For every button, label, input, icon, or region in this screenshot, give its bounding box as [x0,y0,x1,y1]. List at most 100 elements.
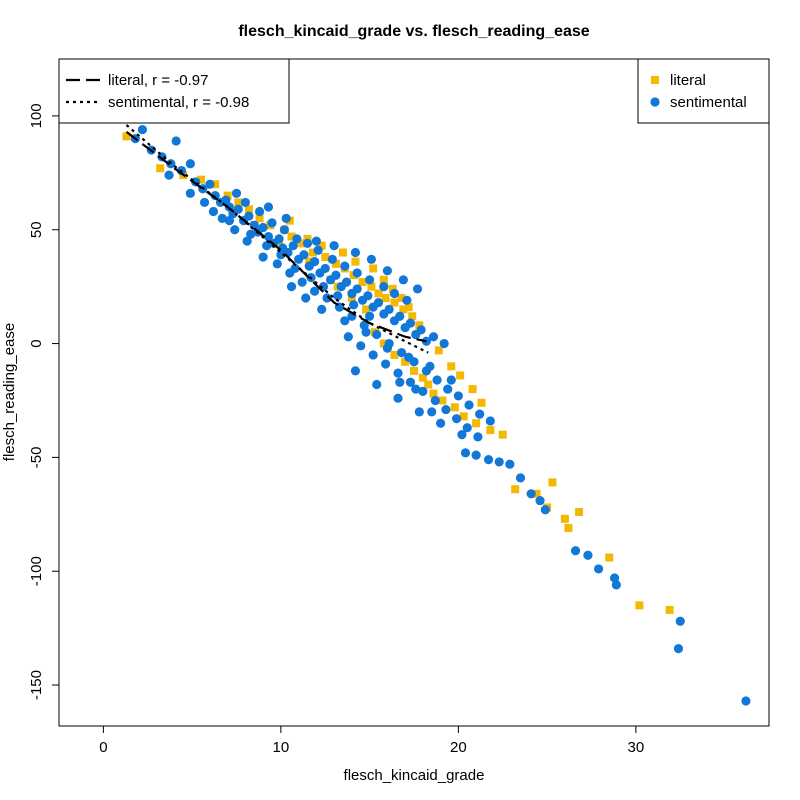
point-sentimental [217,213,227,223]
point-sentimental [221,195,231,205]
point-literal [308,248,317,257]
point-literal [388,284,397,293]
point-sentimental [267,218,277,228]
point-sentimental [384,304,394,315]
point-sentimental [412,284,423,294]
legend-square-swatch [651,76,659,84]
fit-line-literal [125,130,427,343]
point-sentimental [540,505,550,515]
point-literal [408,312,417,321]
point-sentimental [441,404,451,415]
point-sentimental [535,496,545,506]
point-sentimental [436,418,446,428]
y-tick-label: 50 [28,221,45,238]
point-sentimental [430,395,440,406]
point-literal [410,366,418,375]
point-literal [548,478,557,487]
point-sentimental [288,241,298,251]
point-sentimental [611,580,621,590]
x-axis-label: flesch_kincaid_grade [344,767,485,784]
point-literal [317,241,326,250]
point-literal [362,305,371,314]
point-sentimental [258,252,268,262]
point-sentimental [263,202,274,212]
point-sentimental [210,190,220,201]
point-sentimental [583,550,593,560]
point-literal [122,132,131,141]
point-literal [459,412,468,421]
point-literal [424,380,433,389]
y-tick-label: -100 [28,556,45,586]
point-sentimental [224,216,234,226]
point-sentimental [363,291,373,301]
point-sentimental [340,261,350,271]
point-sentimental [320,263,330,274]
y-tick-label: -50 [28,447,45,469]
point-literal [156,164,165,173]
point-sentimental [395,311,405,321]
point-sentimental [230,225,240,235]
x-axis: 0 10 20 30 [99,726,644,756]
point-sentimental [356,341,366,351]
point-sentimental [675,616,685,626]
point-sentimental [240,197,250,208]
point-sentimental [302,238,313,248]
legend-circle-swatch [650,97,660,107]
point-sentimental [425,361,435,371]
x-tick-label: 10 [273,739,290,756]
point-sentimental [327,254,337,264]
point-literal [532,489,541,498]
point-literal [447,362,456,371]
point-literal [244,205,253,214]
point-sentimental [475,409,485,419]
point-literal [605,553,614,562]
point-sentimental [281,213,291,223]
point-sentimental [393,368,403,378]
chart-title: flesch_kincaid_grade vs. flesch_reading_… [238,23,589,40]
point-sentimental [494,457,504,467]
point-sentimental [350,247,361,258]
point-sentimental [171,136,181,146]
point-literal [287,232,296,241]
point-literal [438,396,447,405]
point-sentimental [405,318,416,328]
point-sentimental [276,250,286,260]
point-literal [211,180,220,189]
point-sentimental [205,179,215,189]
point-sentimental [473,432,483,442]
point-sentimental [395,377,405,387]
point-literal [456,371,465,380]
point-literal [358,278,367,287]
point-literal [575,508,584,517]
point-sentimental [365,275,375,285]
point-sentimental [331,270,341,280]
point-sentimental [231,188,242,198]
y-tick-label: 0 [28,339,45,347]
point-sentimental [262,241,272,251]
point-sentimental [398,275,408,285]
point-sentimental [381,359,391,369]
point-sentimental [310,286,320,296]
point-sentimental [263,231,274,242]
point-sentimental [185,188,195,198]
x-tick-label: 30 [628,739,645,756]
point-sentimental [299,250,309,260]
point-sentimental [464,400,474,410]
point-sentimental [505,459,515,469]
point-sentimental [290,263,300,274]
point-sentimental [185,159,195,169]
point-sentimental [471,450,481,460]
point-literal [511,485,520,494]
point-sentimental [411,384,421,394]
point-sentimental [372,379,382,390]
point-sentimental [301,293,311,303]
point-sentimental [393,393,403,403]
point-literal [379,339,388,348]
point-sentimental [279,225,290,235]
point-sentimental [446,375,456,385]
point-sentimental [311,236,321,246]
point-sentimental [570,546,581,556]
point-literal [404,303,413,312]
point-sentimental [483,455,494,465]
